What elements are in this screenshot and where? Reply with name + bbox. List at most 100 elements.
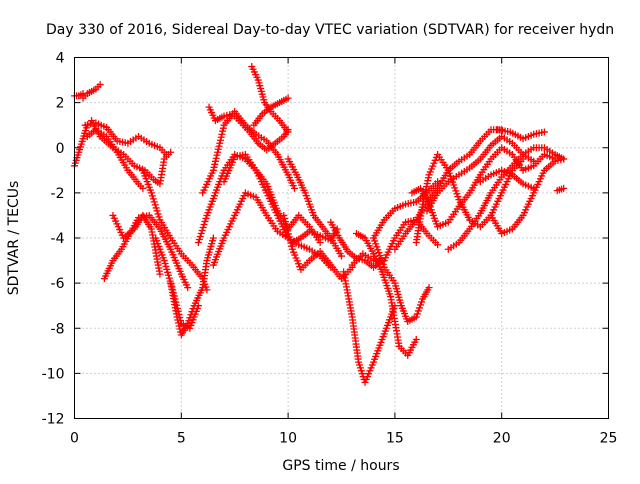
- data-point-fill: [418, 298, 426, 306]
- data-point: [209, 234, 217, 242]
- data-point-fill: [285, 233, 293, 241]
- data-point: [173, 313, 181, 321]
- data-point-fill: [283, 224, 291, 232]
- data-point: [209, 166, 217, 174]
- series-track-33: [476, 166, 538, 192]
- data-point: [184, 284, 192, 292]
- data-point-fill: [215, 142, 223, 150]
- data-point-fill: [413, 310, 421, 318]
- data-point-fill: [153, 207, 161, 215]
- data-point-fill: [189, 305, 197, 313]
- data-point-fill: [195, 236, 203, 244]
- data-point-fill: [281, 215, 289, 223]
- x-tick-label: 25: [600, 431, 618, 447]
- y-tick-label: -10: [42, 366, 65, 382]
- axis-tick-labels: 0 5 10 15 20 25 -12 -10 -8 -6 -4 -2 0 2 4: [42, 51, 618, 447]
- data-point: [167, 148, 175, 156]
- data-point: [139, 184, 147, 192]
- data-point: [425, 284, 433, 292]
- data-point: [96, 81, 104, 89]
- series-track-25: [352, 229, 420, 359]
- data-point-fill: [175, 322, 183, 330]
- data-point-fill: [201, 217, 209, 225]
- data-point-fill: [196, 232, 204, 240]
- data-point-fill: [212, 154, 220, 162]
- data-point: [338, 252, 345, 260]
- data-point-fill: [200, 220, 208, 228]
- data-point: [194, 239, 202, 247]
- data-points: [71, 63, 568, 386]
- data-point: [147, 189, 155, 197]
- data-point-fill: [202, 214, 210, 222]
- series-track-26: [370, 234, 433, 325]
- data-point-fill: [188, 308, 196, 316]
- plot-frame: [74, 57, 609, 419]
- y-tick-label: -2: [51, 186, 65, 202]
- data-point-fill: [197, 229, 205, 237]
- x-tick-label: 20: [493, 431, 511, 447]
- data-point-fill: [198, 226, 206, 234]
- data-point: [284, 94, 292, 102]
- data-point-fill: [210, 163, 218, 171]
- data-point-fill: [417, 301, 425, 309]
- y-tick-label: 0: [56, 141, 65, 157]
- data-point-fill: [152, 204, 160, 212]
- x-tick-label: 0: [70, 431, 79, 447]
- data-point-fill: [414, 307, 422, 315]
- data-point: [284, 128, 292, 136]
- data-point-fill: [176, 325, 184, 333]
- data-point-fill: [199, 223, 207, 231]
- data-point-fill: [282, 221, 290, 229]
- data-point-fill: [148, 192, 156, 200]
- series-track-11: [167, 234, 217, 339]
- series-track-4: [81, 119, 170, 159]
- data-point-fill: [219, 124, 227, 132]
- data-point-fill: [150, 198, 158, 206]
- x-tick-label: 15: [386, 431, 404, 447]
- data-point-fill: [219, 127, 227, 135]
- data-point: [412, 313, 420, 321]
- series-track-2: [79, 81, 104, 102]
- data-point-fill: [216, 136, 224, 144]
- series-track-36: [553, 184, 568, 195]
- data-point: [560, 155, 568, 163]
- data-point: [560, 184, 568, 192]
- data-point-fill: [218, 130, 226, 138]
- data-point-fill: [211, 160, 219, 168]
- x-axis-label: GPS time / hours: [282, 458, 399, 474]
- data-point-fill: [217, 133, 225, 141]
- data-point-fill: [214, 148, 222, 156]
- series-track-3: [71, 121, 91, 170]
- series-track-35: [493, 126, 548, 143]
- data-point-fill: [155, 213, 163, 221]
- series-track-15: [248, 63, 292, 136]
- series-track-6: [88, 117, 175, 188]
- y-tick-label: -6: [51, 276, 65, 292]
- series-track-32: [444, 144, 568, 253]
- data-point: [434, 241, 442, 249]
- data-point-fill: [281, 218, 289, 226]
- data-point-fill: [415, 304, 423, 312]
- data-point: [412, 336, 420, 344]
- y-tick-label: -8: [51, 321, 65, 337]
- series-track-16: [250, 94, 292, 129]
- data-point-fill: [186, 314, 194, 322]
- chart-title: Day 330 of 2016, Sidereal Day-to-day VTE…: [46, 22, 614, 38]
- y-tick-label: 2: [56, 96, 65, 112]
- data-point: [184, 320, 192, 328]
- y-tick-label: 4: [56, 51, 65, 67]
- data-point-fill: [187, 311, 195, 319]
- y-axis-label: SDTVAR / TECUs: [6, 181, 22, 296]
- x-tick-label: 5: [177, 431, 186, 447]
- data-point: [156, 270, 164, 278]
- y-tick-label: -12: [42, 412, 65, 428]
- data-point-fill: [151, 201, 159, 209]
- data-point: [434, 178, 442, 186]
- data-point: [530, 157, 538, 165]
- data-point-fill: [149, 195, 157, 203]
- series-track-23: [340, 268, 399, 386]
- data-point-fill: [174, 316, 182, 324]
- data-point: [291, 184, 299, 192]
- data-point-fill: [154, 210, 162, 218]
